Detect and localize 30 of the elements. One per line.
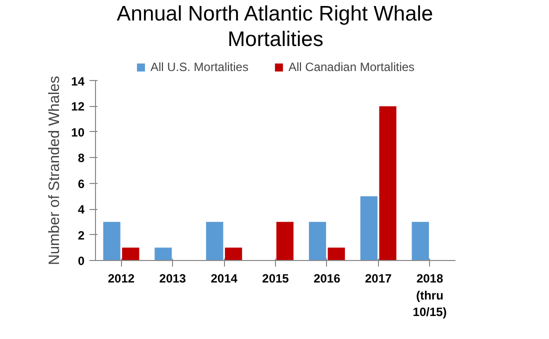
x-tick-label: 2013 — [159, 272, 186, 286]
y-tick-label: 0 — [78, 254, 85, 268]
bar — [122, 248, 140, 260]
legend-label: All U.S. Mortalities — [150, 60, 248, 74]
y-axis-title: Number of Stranded Whales — [46, 76, 64, 266]
bar — [360, 196, 378, 260]
bar — [154, 248, 172, 260]
y-tick-label: 14 — [71, 74, 85, 88]
bar — [379, 106, 396, 260]
y-tick-label: 8 — [78, 151, 85, 166]
x-tick-label: 2018 (thru 10/15) — [412, 272, 447, 320]
x-tick-label: 2017 — [365, 272, 392, 286]
bar — [328, 248, 345, 260]
x-tick-label: 2015 — [262, 272, 290, 286]
bar — [224, 248, 242, 260]
x-tick-label: 2014 — [210, 272, 238, 286]
bar — [412, 222, 429, 260]
y-tick-label: 6 — [78, 176, 85, 191]
y-tick-label: 4 — [78, 202, 85, 217]
y-tick-label: 2 — [78, 228, 85, 242]
x-tick-label: 2012 — [108, 272, 135, 286]
bar — [276, 222, 294, 260]
bar — [206, 222, 224, 260]
bar — [103, 222, 120, 260]
legend-label: All Canadian Mortalities — [288, 60, 415, 74]
chart-title: Annual North Atlantic Right Whale Mortalities — [116, 2, 434, 51]
x-tick-label: 2016 — [314, 272, 341, 286]
y-tick-label: 12 — [71, 100, 85, 114]
y-tick-label: 10 — [71, 125, 85, 140]
bar — [308, 222, 326, 260]
